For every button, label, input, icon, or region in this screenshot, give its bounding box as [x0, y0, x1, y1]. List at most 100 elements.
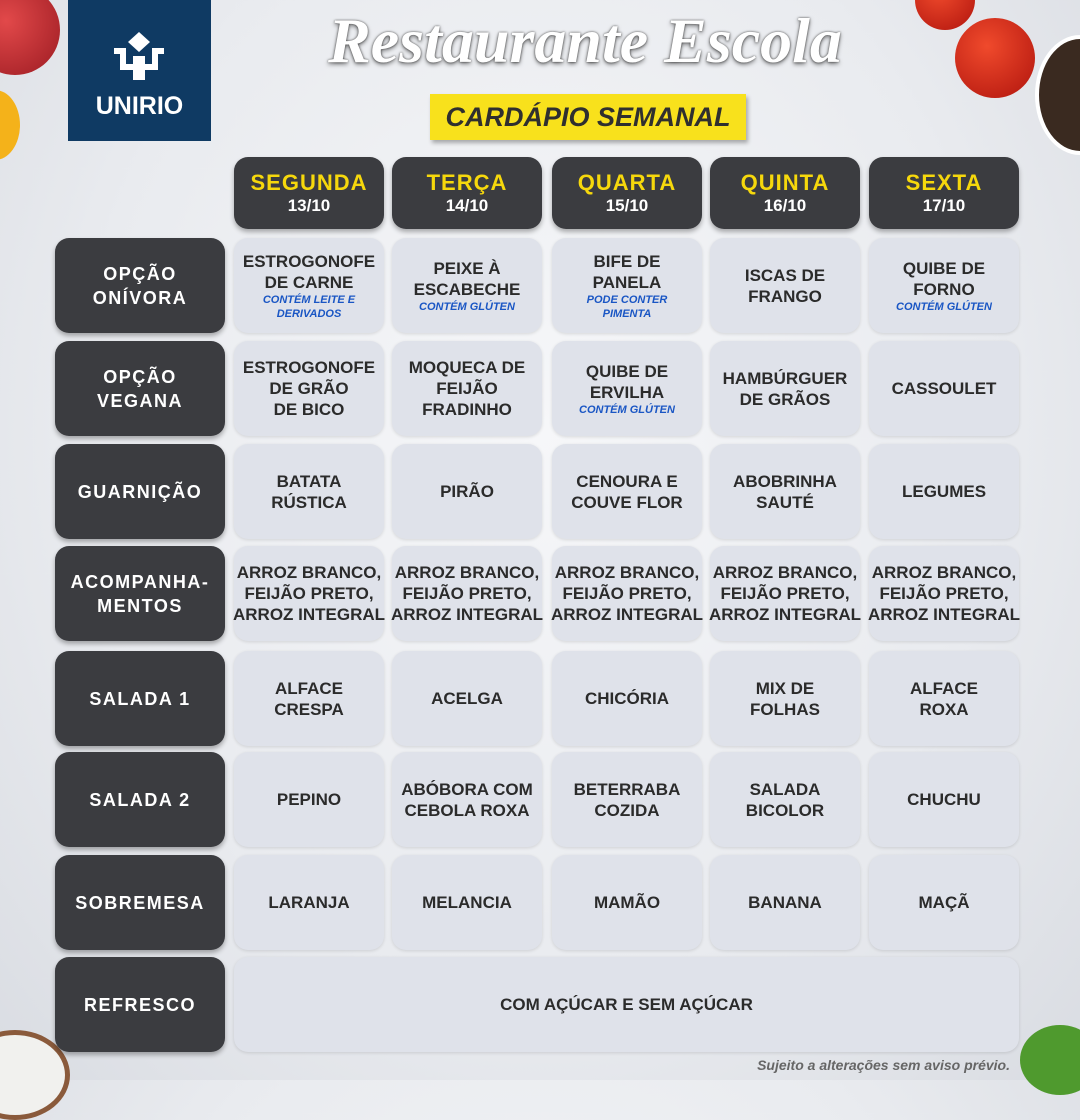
- dish-name: PEIXE À ESCABECHE: [413, 258, 521, 299]
- dish-name: PEPINO: [276, 790, 342, 809]
- menu-item: PEIXE À ESCABECHE CONTÉM GLÚTEN: [392, 238, 542, 333]
- dish-name: BETERRABA COZIDA: [573, 779, 681, 820]
- dish-name: SALADA BICOLOR: [745, 779, 825, 820]
- menu-item: ALFACE CRESPA: [234, 651, 384, 746]
- day-date: 15/10: [605, 196, 649, 215]
- menu-item: SALADA BICOLOR: [710, 752, 860, 847]
- unirio-logo: UNIRIO: [68, 0, 211, 141]
- menu-item: ARROZ BRANCO, FEIJÃO PRETO, ARROZ INTEGR…: [232, 546, 386, 641]
- dish-name: ISCAS DE FRANGO: [744, 265, 826, 306]
- page-subtitle: CARDÁPIO SEMANAL: [430, 94, 746, 140]
- dish-name: MELANCIA: [422, 893, 512, 912]
- dish-name: ARROZ BRANCO, FEIJÃO PRETO, ARROZ INTEGR…: [390, 563, 544, 624]
- dish-name: BIFE DE PANELA: [592, 251, 662, 292]
- day-date: 14/10: [445, 196, 489, 215]
- apple-decoration: [0, 0, 60, 75]
- dish-name: MAÇÃ: [918, 893, 970, 912]
- dish-name: ARROZ BRANCO, FEIJÃO PRETO, ARROZ INTEGR…: [550, 563, 704, 624]
- day-name: SEGUNDA: [250, 170, 368, 195]
- menu-item: MELANCIA: [392, 855, 542, 950]
- menu-item: ISCAS DE FRANGO: [710, 238, 860, 333]
- day-date: 17/10: [922, 196, 966, 215]
- menu-item: CENOURA E COUVE FLOR: [552, 444, 702, 539]
- menu-item: BETERRABA COZIDA: [552, 752, 702, 847]
- day-name: SEXTA: [905, 170, 983, 195]
- menu-item: HAMBÚRGUER DE GRÃOS: [710, 341, 860, 436]
- unirio-emblem-icon: [114, 32, 164, 80]
- dish-name: BANANA: [748, 893, 822, 912]
- row-label: SOBREMESA: [55, 855, 225, 950]
- row-label: OPÇÃO ONÍVORA: [55, 238, 225, 333]
- day-date: 16/10: [763, 196, 807, 215]
- menu-item: CHICÓRIA: [552, 651, 702, 746]
- menu-item: ESTROGONOFE DE CARNE CONTÉM LEITE E DERIV…: [234, 238, 384, 333]
- dish-name: ALFACE CRESPA: [274, 678, 344, 719]
- dish-name: MOQUECA DE FEIJÃO FRADINHO: [408, 358, 526, 419]
- lemon-decoration: [0, 90, 20, 160]
- dish-name: BATATA RÚSTICA: [271, 471, 347, 512]
- dish-name: COM AÇÚCAR E SEM AÇÚCAR: [500, 995, 753, 1014]
- menu-item: BIFE DE PANELA PODE CONTER PIMENTA: [552, 238, 702, 333]
- allergen-note: CONTÉM LEITE E DERIVADOS: [262, 293, 356, 320]
- allergen-note: CONTÉM GLÚTEN: [896, 300, 992, 313]
- menu-item: QUIBE DE FORNO CONTÉM GLÚTEN: [869, 238, 1019, 333]
- day-header: SEGUNDA 13/10: [234, 157, 384, 229]
- row-label: SALADA 1: [55, 651, 225, 746]
- row-label: SALADA 2: [55, 752, 225, 847]
- logo-text: UNIRIO: [95, 92, 184, 120]
- day-header: TERÇA 14/10: [392, 157, 542, 229]
- dish-name: MAMÃO: [593, 893, 661, 912]
- menu-item: LARANJA: [234, 855, 384, 950]
- menu-item: ESTROGONOFE DE GRÃO DE BICO: [234, 341, 384, 436]
- menu-item: PIRÃO: [392, 444, 542, 539]
- day-header: QUINTA 16/10: [710, 157, 860, 229]
- pepper-bowl-decoration: [1035, 35, 1080, 155]
- dish-name: MIX DE FOLHAS: [750, 678, 820, 719]
- menu-item: COM AÇÚCAR E SEM AÇÚCAR: [234, 957, 1019, 1052]
- dish-name: ARROZ BRANCO, FEIJÃO PRETO, ARROZ INTEGR…: [867, 563, 1021, 624]
- dish-name: CASSOULET: [891, 379, 997, 398]
- day-name: TERÇA: [426, 170, 508, 195]
- menu-item: ABÓBORA COM CEBOLA ROXA: [392, 752, 542, 847]
- dish-name: ALFACE ROXA: [910, 678, 978, 719]
- dish-name: ESTROGONOFE DE CARNE: [242, 251, 376, 292]
- menu-item: ABOBRINHA SAUTÉ: [710, 444, 860, 539]
- basil-decoration: [1020, 1025, 1080, 1095]
- dish-name: HAMBÚRGUER DE GRÃOS: [722, 368, 848, 409]
- row-label: GUARNIÇÃO: [55, 444, 225, 539]
- row-label: ACOMPANHA- MENTOS: [55, 546, 225, 641]
- dish-name: ABOBRINHA SAUTÉ: [733, 471, 837, 512]
- dish-name: CHICÓRIA: [584, 689, 670, 708]
- menu-item: QUIBE DE ERVILHA CONTÉM GLÚTEN: [552, 341, 702, 436]
- dish-name: CHUCHU: [907, 790, 981, 809]
- dish-name: QUIBE DE ERVILHA: [585, 361, 669, 402]
- dish-name: ACELGA: [431, 689, 503, 708]
- dish-name: ESTROGONOFE DE GRÃO DE BICO: [242, 358, 376, 419]
- menu-item: PEPINO: [234, 752, 384, 847]
- day-name: QUARTA: [577, 170, 677, 195]
- menu-item: CASSOULET: [869, 341, 1019, 436]
- menu-item: ALFACE ROXA: [869, 651, 1019, 746]
- menu-item: MIX DE FOLHAS: [710, 651, 860, 746]
- menu-item: ARROZ BRANCO, FEIJÃO PRETO, ARROZ INTEGR…: [867, 546, 1021, 641]
- day-name: QUINTA: [740, 170, 830, 195]
- dish-name: LARANJA: [268, 893, 350, 912]
- row-label: OPÇÃO VEGANA: [55, 341, 225, 436]
- menu-item: ARROZ BRANCO, FEIJÃO PRETO, ARROZ INTEGR…: [550, 546, 704, 641]
- menu-item: ARROZ BRANCO, FEIJÃO PRETO, ARROZ INTEGR…: [708, 546, 862, 641]
- dish-name: ARROZ BRANCO, FEIJÃO PRETO, ARROZ INTEGR…: [708, 563, 862, 624]
- menu-item: BATATA RÚSTICA: [234, 444, 384, 539]
- dish-name: CENOURA E COUVE FLOR: [571, 471, 683, 512]
- row-label: REFRESCO: [55, 957, 225, 1052]
- allergen-note: PODE CONTER PIMENTA: [586, 293, 668, 320]
- dish-name: ARROZ BRANCO, FEIJÃO PRETO, ARROZ INTEGR…: [232, 563, 386, 624]
- dish-name: ABÓBORA COM CEBOLA ROXA: [401, 779, 533, 820]
- day-header: SEXTA 17/10: [869, 157, 1019, 229]
- day-date: 13/10: [287, 196, 331, 215]
- dish-name: QUIBE DE FORNO: [902, 258, 986, 299]
- page-title: Restaurante Escola: [328, 5, 842, 76]
- allergen-note: CONTÉM GLÚTEN: [419, 300, 515, 313]
- menu-item: BANANA: [710, 855, 860, 950]
- menu-item: LEGUMES: [869, 444, 1019, 539]
- tomato-decoration: [955, 18, 1035, 98]
